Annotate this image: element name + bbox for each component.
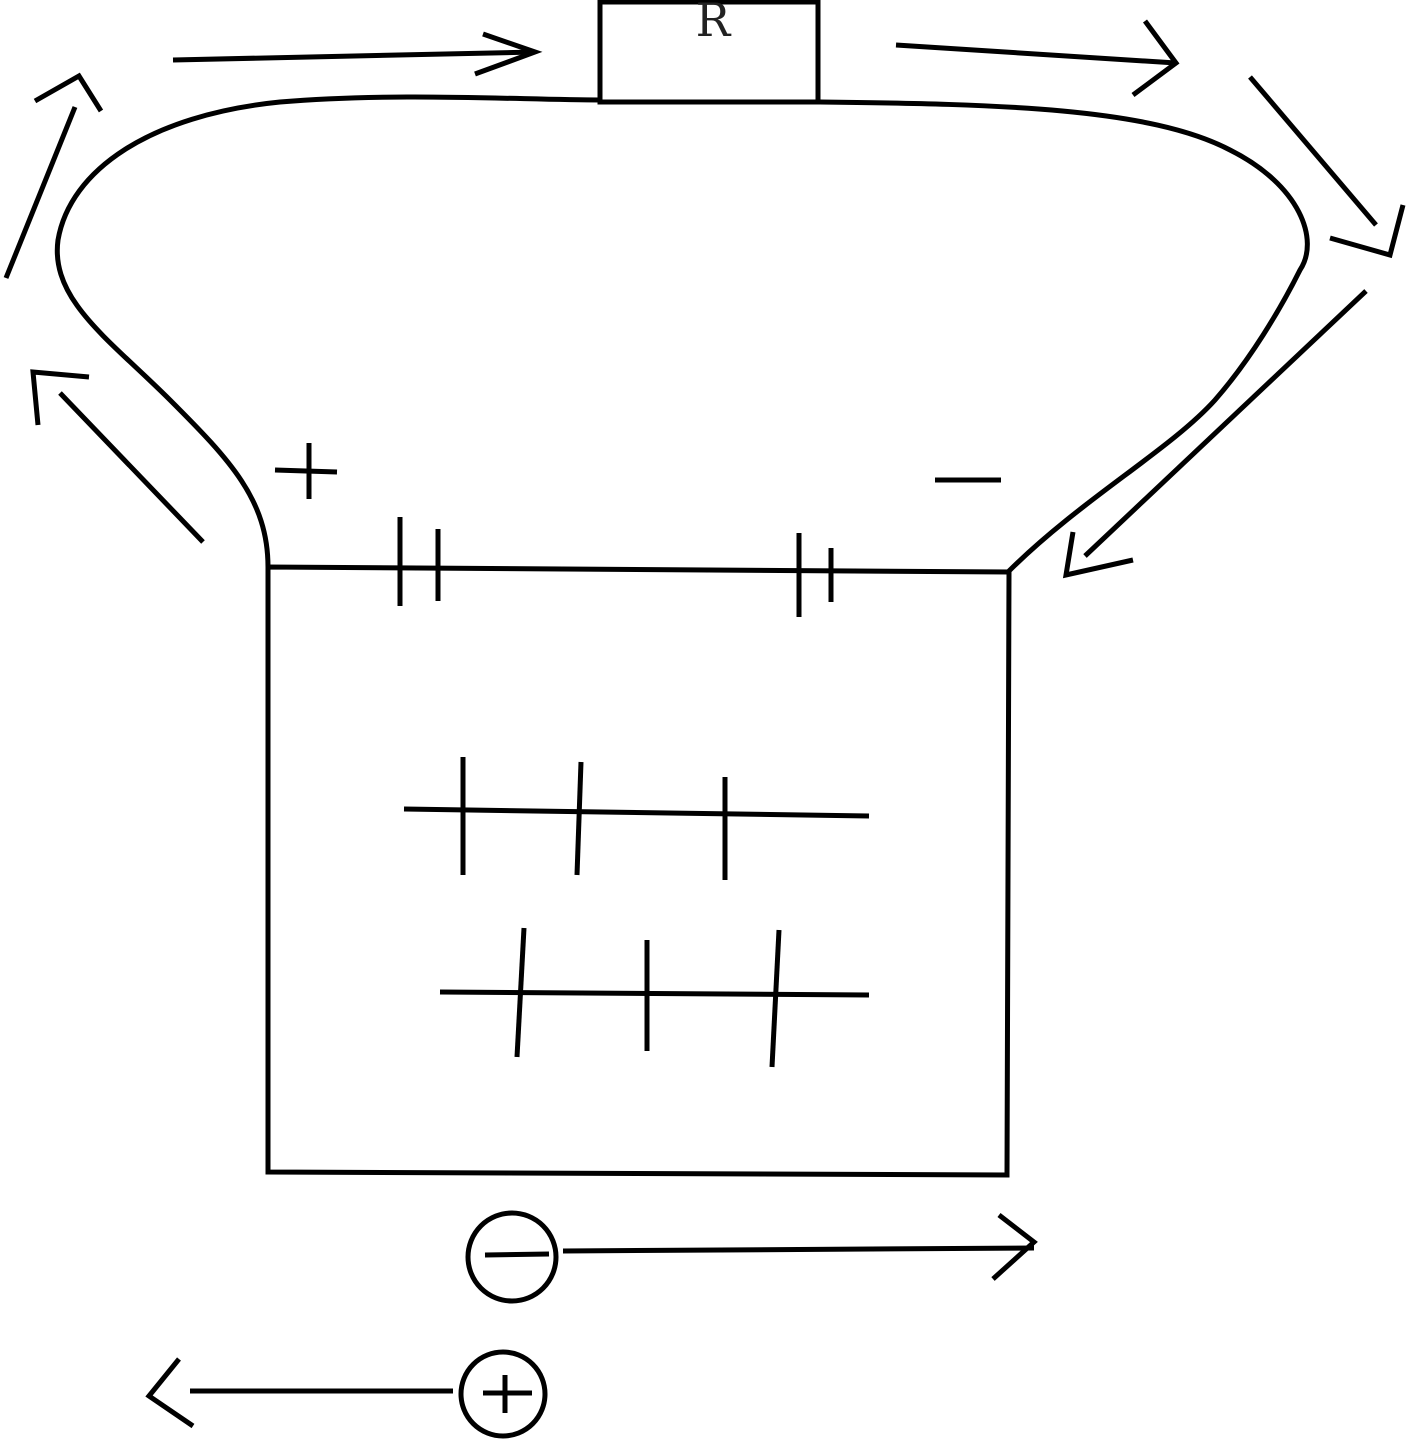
resistor-label: R bbox=[696, 0, 732, 47]
positive-ion-icon bbox=[458, 1349, 548, 1439]
current-arrow-left-lower bbox=[30, 369, 205, 544]
positive-ion-migration bbox=[145, 1349, 548, 1439]
current-arrow-top-right bbox=[895, 19, 1180, 98]
electron-migration bbox=[465, 1210, 1038, 1304]
current-arrow-top-left bbox=[172, 31, 543, 77]
separator-row-1 bbox=[403, 757, 870, 880]
positive-electrode-plates bbox=[397, 517, 441, 606]
negative-electrode-plates bbox=[796, 533, 834, 617]
cell-container bbox=[265, 564, 1012, 1178]
resistor: R bbox=[597, 0, 821, 105]
electron-charge-icon bbox=[465, 1210, 559, 1304]
resistor-box bbox=[597, 0, 821, 105]
current-arrow-left-upper bbox=[3, 72, 104, 279]
current-arrow-right-lower bbox=[1062, 289, 1368, 579]
current-arrow-right-upper bbox=[1248, 75, 1406, 259]
positive-terminal-sign bbox=[274, 443, 338, 499]
external-circuit-wire bbox=[54, 94, 1310, 574]
separator-row-2 bbox=[439, 927, 870, 1068]
